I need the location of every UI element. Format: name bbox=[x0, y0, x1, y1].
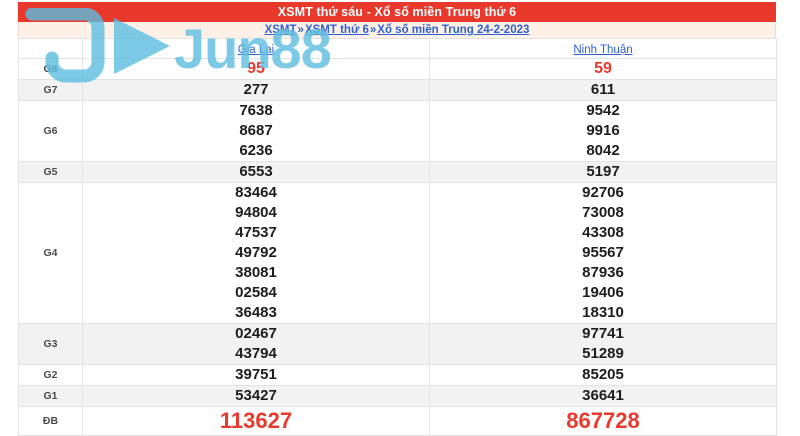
prize-number: 8042 bbox=[586, 142, 620, 159]
breadcrumb-trail: XSMT»XSMT thứ 6»Xổ số miền Trung 24-2-20… bbox=[265, 24, 530, 36]
prize-number: 7638 bbox=[239, 102, 273, 119]
prize-cell-g2-gia-lai: 39751 bbox=[82, 364, 430, 386]
prize-number: 867728 bbox=[566, 408, 640, 433]
prize-number: 51289 bbox=[582, 345, 624, 362]
prize-cell-g1-ninh-thuan: 36641 bbox=[429, 385, 777, 407]
prize-cell-g5-ninh-thuan: 5197 bbox=[429, 161, 777, 183]
prize-label-g8: G8 bbox=[18, 58, 83, 80]
prize-number: 9916 bbox=[586, 122, 620, 139]
prize-number: 02584 bbox=[235, 284, 277, 301]
province-header-ninh-thuan: Ninh Thuận bbox=[429, 38, 777, 59]
prize-label-g3: G3 bbox=[18, 323, 83, 365]
prize-number: 36641 bbox=[582, 387, 624, 404]
lottery-result-page: XSMT thứ sáu - Xổ số miền Trung thứ 6 XS… bbox=[18, 2, 777, 436]
prize-cell-g7-ninh-thuan: 611 bbox=[429, 79, 777, 101]
table-row: G6 7638 8687 6236 9542 9916 8042 bbox=[18, 100, 777, 162]
table-row: G5 6553 5197 bbox=[18, 161, 777, 183]
prize-cell-g1-gia-lai: 53427 bbox=[82, 385, 430, 407]
province-link-ninh-thuan[interactable]: Ninh Thuận bbox=[573, 43, 633, 56]
prize-number: 92706 bbox=[582, 184, 624, 201]
prize-number: 47537 bbox=[235, 224, 277, 241]
prize-cell-g5-gia-lai: 6553 bbox=[82, 161, 430, 183]
prize-number: 39751 bbox=[235, 366, 277, 383]
table-row: G2 39751 85205 bbox=[18, 364, 777, 386]
prize-number: 19406 bbox=[582, 284, 624, 301]
table-row: G4 83464 94804 47537 49792 38081 02584 36483 927… bbox=[18, 182, 777, 324]
breadcrumb-separator-0: » bbox=[297, 24, 304, 36]
prize-number: 59 bbox=[594, 60, 612, 77]
prize-number: 277 bbox=[243, 81, 269, 98]
prize-number: 18310 bbox=[582, 304, 624, 321]
prize-number: 9542 bbox=[586, 102, 620, 119]
prize-label-header bbox=[18, 38, 83, 59]
prize-cell-g6-gia-lai: 7638 8687 6236 bbox=[82, 100, 430, 162]
prize-number: 43794 bbox=[235, 345, 277, 362]
prize-number: 113627 bbox=[219, 408, 293, 433]
breadcrumb-item-0[interactable]: XSMT bbox=[264, 24, 297, 36]
prize-label-g5: G5 bbox=[18, 161, 83, 183]
prize-label-g2: G2 bbox=[18, 364, 83, 386]
prize-cell-g7-gia-lai: 277 bbox=[82, 79, 430, 101]
prize-cell-g3-ninh-thuan: 97741 51289 bbox=[429, 323, 777, 365]
prize-cell-g4-gia-lai: 83464 94804 47537 49792 38081 02584 36483 bbox=[82, 182, 430, 324]
province-header-row: Gia Lai Ninh Thuận bbox=[18, 38, 777, 59]
prize-label-đb: ĐB bbox=[18, 406, 83, 436]
prize-number: 95567 bbox=[582, 244, 624, 261]
prize-number: 95 bbox=[247, 60, 265, 77]
prize-number: 6553 bbox=[239, 163, 273, 180]
prize-number: 36483 bbox=[235, 304, 277, 321]
prize-number: 97741 bbox=[582, 325, 624, 342]
page-title-bar: XSMT thứ sáu - Xổ số miền Trung thứ 6 bbox=[18, 2, 776, 22]
table-body: Gia Lai Ninh Thuận G8 95 59 G7 277 611 G6 7638 8… bbox=[18, 38, 777, 436]
breadcrumb-item-1[interactable]: XSMT thứ 6 bbox=[304, 24, 369, 36]
table-row: G3 02467 43794 97741 51289 bbox=[18, 323, 777, 365]
lottery-results-table: Gia Lai Ninh Thuận G8 95 59 G7 277 611 G6 7638 8… bbox=[18, 38, 777, 436]
prize-cell-g3-gia-lai: 02467 43794 bbox=[82, 323, 430, 365]
prize-number: 6236 bbox=[239, 142, 273, 159]
prize-label-g6: G6 bbox=[18, 100, 83, 162]
prize-cell-đb-ninh-thuan: 867728 bbox=[429, 406, 777, 436]
prize-number: 49792 bbox=[235, 244, 277, 261]
province-header-gia-lai: Gia Lai bbox=[82, 38, 430, 59]
prize-label-g7: G7 bbox=[18, 79, 83, 101]
prize-number: 94804 bbox=[235, 204, 277, 221]
table-row: G8 95 59 bbox=[18, 58, 777, 80]
prize-number: 43308 bbox=[582, 224, 624, 241]
table-row: G7 277 611 bbox=[18, 79, 777, 101]
prize-cell-g6-ninh-thuan: 9542 9916 8042 bbox=[429, 100, 777, 162]
page-title: XSMT thứ sáu - Xổ số miền Trung thứ 6 bbox=[277, 5, 517, 19]
prize-number: 73008 bbox=[582, 204, 624, 221]
prize-number: 38081 bbox=[235, 264, 277, 281]
table-row: G1 53427 36641 bbox=[18, 385, 777, 407]
breadcrumb-separator-1: » bbox=[369, 24, 377, 36]
prize-label-g1: G1 bbox=[18, 385, 83, 407]
prize-cell-g2-ninh-thuan: 85205 bbox=[429, 364, 777, 386]
breadcrumb: XSMT»XSMT thứ 6»Xổ số miền Trung 24-2-20… bbox=[18, 22, 776, 38]
prize-number: 85205 bbox=[582, 366, 624, 383]
prize-number: 53427 bbox=[235, 387, 277, 404]
prize-cell-đb-gia-lai: 113627 bbox=[82, 406, 430, 436]
prize-cell-g8-ninh-thuan: 59 bbox=[429, 58, 777, 80]
prize-label-g4: G4 bbox=[18, 182, 83, 324]
table-row: ĐB 113627 867728 bbox=[18, 406, 777, 436]
prize-number: 83464 bbox=[235, 184, 277, 201]
breadcrumb-item-2[interactable]: Xổ số miền Trung 24-2-2023 bbox=[377, 24, 530, 36]
province-link-gia-lai[interactable]: Gia Lai bbox=[237, 43, 275, 56]
prize-cell-g4-ninh-thuan: 92706 73008 43308 95567 87936 19406 18310 bbox=[429, 182, 777, 324]
prize-number: 02467 bbox=[235, 325, 277, 342]
prize-number: 5197 bbox=[586, 163, 620, 180]
prize-number: 87936 bbox=[582, 264, 624, 281]
prize-cell-g8-gia-lai: 95 bbox=[82, 58, 430, 80]
prize-number: 8687 bbox=[239, 122, 273, 139]
prize-number: 611 bbox=[590, 81, 616, 98]
